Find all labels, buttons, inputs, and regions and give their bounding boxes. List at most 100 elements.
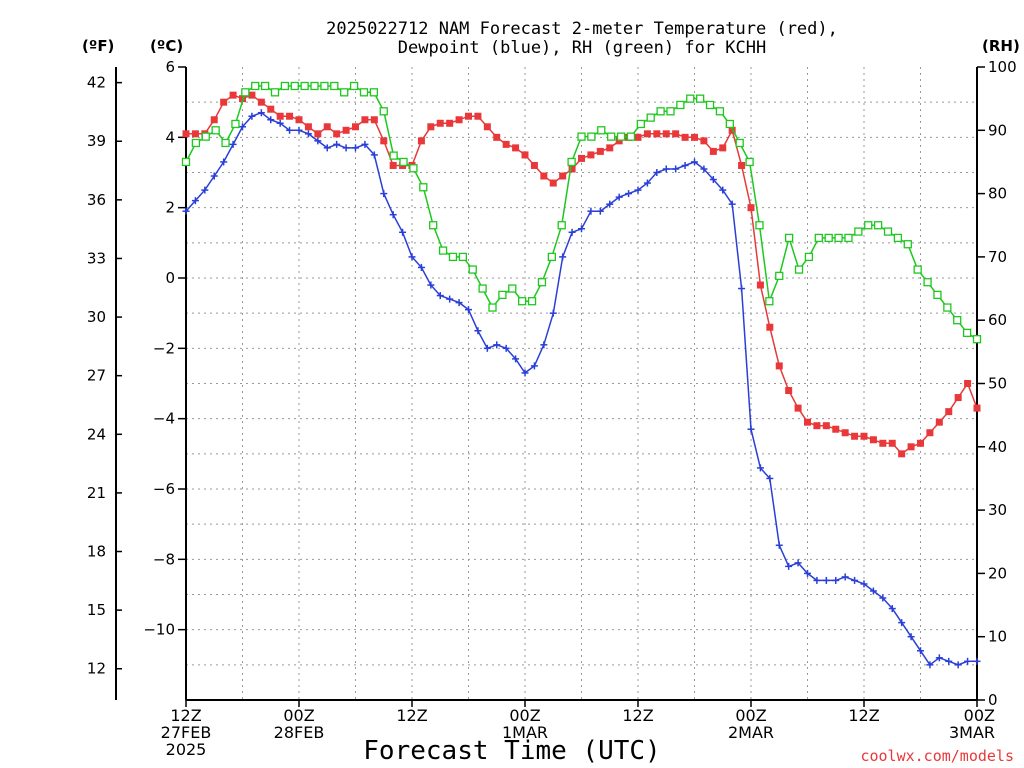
celsius-tick-label: −8 [153, 550, 175, 568]
dewpoint-point [191, 197, 199, 205]
x-tick-label: 3MAR [949, 723, 995, 742]
celsius-tick-label: −6 [153, 480, 175, 498]
rh-point [567, 157, 576, 167]
chart-title-line2: Dewpoint (blue), RH (green) for KCHH [398, 38, 766, 58]
temperature-point [804, 418, 811, 426]
temperature-point [917, 439, 924, 447]
x-tick-label: 00Z [735, 706, 766, 725]
dewpoint-point [304, 130, 312, 138]
dewpoint-point [625, 190, 633, 198]
temperature-point [785, 387, 793, 395]
x-tick-label: 12Z [848, 706, 879, 725]
fahrenheit-tick-label: 12 [87, 660, 106, 678]
dewpoint-point [898, 619, 906, 627]
fahrenheit-tick-label: 15 [87, 601, 106, 619]
temperature-point [380, 137, 388, 145]
temperature-point [672, 130, 680, 138]
temperature-point [851, 432, 859, 440]
temperature-point [427, 123, 435, 131]
dewpoint-point [615, 193, 623, 201]
rh-point [320, 81, 329, 91]
dewpoint-point [841, 573, 849, 581]
dewpoint-point [662, 165, 670, 173]
dewpoint-point [964, 657, 972, 665]
rh-point [913, 265, 922, 274]
dewpoint-point [578, 225, 585, 233]
temperature-point [323, 123, 331, 131]
temperature-point [257, 98, 265, 106]
temperature-point [709, 147, 717, 155]
temperature-point [568, 165, 576, 173]
dewpoint-point [201, 186, 209, 194]
temperature-point [766, 323, 774, 331]
rh-tick-label: 80 [988, 185, 1007, 203]
dewpoint-point [643, 179, 651, 187]
temperature-point [370, 116, 378, 124]
temperature-point [775, 362, 783, 370]
dewpoint-point [276, 119, 284, 127]
rh-point [607, 132, 616, 141]
temperature-point [587, 151, 595, 159]
rh-point [448, 252, 458, 262]
x-tick-label: 00Z [283, 706, 314, 725]
dewpoint-point [210, 172, 218, 180]
dewpoint-point [248, 112, 256, 120]
rh-point [784, 233, 794, 243]
rh-point [636, 119, 645, 129]
rh-point [409, 164, 418, 173]
rh-point [775, 271, 784, 281]
dewpoint-point [559, 253, 567, 261]
dewpoint-point [596, 207, 604, 215]
rh-point [498, 290, 507, 300]
dewpoint-point [926, 661, 934, 669]
dewpoint-point [295, 126, 303, 134]
dewpoint-point [389, 211, 397, 219]
dewpoint-point [530, 362, 538, 370]
dewpoint-point [756, 464, 764, 472]
dewpoint-point [587, 207, 595, 215]
rh-point [676, 100, 685, 110]
fahrenheit-unit-label: (ºF) [82, 37, 114, 55]
dewpoint-point [436, 292, 444, 300]
temperature-point [352, 123, 359, 131]
rh-point [893, 233, 903, 243]
x-tick-label: 1MAR [502, 723, 548, 742]
temperature-point [926, 429, 934, 437]
dewpoint-point [813, 576, 821, 584]
rh-tick-label: 20 [988, 564, 1007, 582]
rh-point [518, 297, 527, 306]
x-tick-label: 28FEB [274, 723, 325, 742]
temperature-point [417, 137, 425, 145]
temperature-point [276, 112, 284, 120]
rh-point [260, 81, 270, 91]
rh-point [181, 157, 191, 167]
rh-point [221, 138, 230, 148]
rh-point [488, 303, 497, 312]
credit-text: coolwx.com/models [860, 747, 1014, 765]
rh-point [725, 119, 734, 129]
axes [115, 66, 985, 707]
rh-point [745, 157, 754, 167]
temperature-point [191, 130, 199, 138]
dewpoint-point [822, 576, 830, 584]
temperature-point [389, 161, 397, 169]
temperature-point [436, 119, 444, 127]
rh-point [903, 240, 912, 249]
fahrenheit-tick-label: 27 [87, 367, 106, 385]
rh-tick-label: 100 [988, 58, 1017, 76]
temperature-point [841, 429, 849, 437]
temperature-point [446, 119, 454, 127]
temperature-point [248, 91, 256, 99]
x-tick-label: 12Z [170, 706, 201, 725]
rh-point [834, 233, 843, 243]
temperature-point [286, 112, 294, 120]
rh-point [804, 252, 814, 262]
rh-point [933, 290, 942, 300]
dewpoint-point [794, 559, 802, 567]
rh-point [972, 335, 982, 344]
rh-point [873, 221, 883, 230]
rh-point [597, 126, 606, 135]
temperature-point [333, 130, 341, 138]
rh-point [389, 151, 398, 160]
celsius-tick-label: 6 [165, 58, 175, 76]
